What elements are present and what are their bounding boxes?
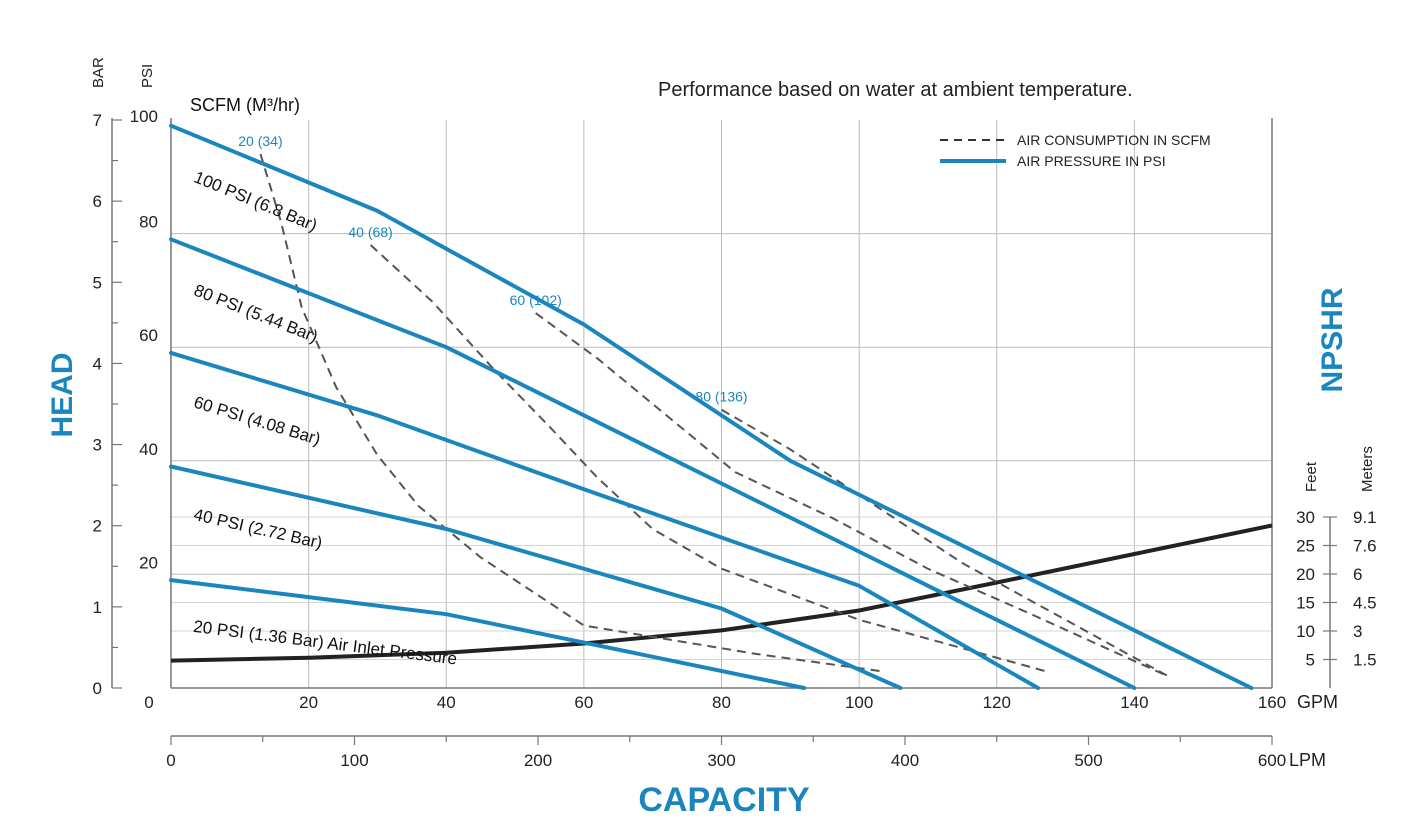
bar-tick-label: 2 [93,517,102,536]
feet-header: Feet [1303,461,1320,492]
scfm-curve [369,244,1046,672]
npshr-meter-label: 3 [1353,622,1362,641]
npshr-meter-label: 6 [1353,565,1362,584]
pressure-curve-label: 60 PSI (4.08 Bar) [192,393,323,449]
gpm-tick-label: 20 [299,693,318,712]
npshr-meter-label: 9.1 [1353,508,1377,527]
bar-header: BAR [90,57,107,88]
bar-tick-label: 6 [93,192,102,211]
bar-tick-label: 5 [93,273,102,292]
npshr-feet-label: 20 [1296,565,1315,584]
pressure-curve [169,237,1137,690]
gpm-tick-label: 140 [1120,693,1148,712]
lpm-tick-label: 300 [707,751,735,770]
legend-dashed-label: AIR CONSUMPTION IN SCFM [1017,132,1211,148]
bar-tick-label: 3 [93,436,102,455]
pressure-curve [169,464,903,690]
bar-tick-label: 1 [93,598,102,617]
plot-frame [170,118,1273,689]
gpm-tick-label: 160 [1258,693,1286,712]
lpm-tick-label: 200 [524,751,552,770]
gpm-tick-label: 60 [574,693,593,712]
pressure-curve [169,123,1254,690]
lpm-unit: LPM [1289,750,1326,770]
gpm-unit: GPM [1297,692,1338,712]
scfm-curve-label: 20 (34) [238,133,282,149]
npshr-feet-label: 5 [1306,651,1315,670]
meters-header: Meters [1359,446,1376,492]
npshr-layer [170,523,1273,663]
scfm-curve [721,408,1170,678]
gpm-tick-label: 100 [845,693,873,712]
scfm-curve [535,312,1170,678]
npshr-curve [170,523,1273,663]
lpm-tick-label: 500 [1074,751,1102,770]
scfm-curve-label: 40 (68) [348,224,392,240]
psi-tick-label: 100 [130,107,158,126]
bar-tick-label: 4 [93,354,102,373]
gpm-tick-label: 40 [437,693,456,712]
pressure-curve [169,350,1040,690]
psi-header: PSI [139,64,156,88]
gpm-tick-label: 80 [712,693,731,712]
gpm-tick-label: 120 [983,693,1011,712]
npshr-title: NPSHR [1316,287,1349,392]
lpm-tick-label: 0 [166,751,175,770]
lpm-tick-label: 600 [1258,751,1286,770]
npshr-feet-label: 10 [1296,622,1315,641]
psi-tick-label: 60 [139,326,158,345]
scfm-curve-label: 80 (136) [695,389,747,405]
scfm-header: SCFM (M³/hr) [190,95,300,115]
scfm-curve [259,153,880,672]
legend: AIR CONSUMPTION IN SCFM AIR PRESSURE IN … [940,132,1211,169]
pressure-curve [169,578,807,690]
npshr-meter-label: 4.5 [1353,594,1377,613]
psi-tick-label: 20 [139,553,158,572]
npshr-feet-label: 25 [1296,537,1315,556]
lpm-tick-label: 100 [340,751,368,770]
npshr-meter-label: 1.5 [1353,651,1377,670]
psi-tick-label: 80 [139,213,158,232]
psi-tick-label: 40 [139,440,158,459]
gpm-tick-label: 0 [144,693,153,712]
scfm-curves: 20 (34)40 (68)60 (102)80 (136) [238,133,1170,678]
y-axis-title: HEAD [46,352,79,437]
legend-solid-label: AIR PRESSURE IN PSI [1017,153,1166,169]
lpm-tick-label: 400 [891,751,919,770]
pressure-curves: 100 PSI (6.8 Bar)80 PSI (5.44 Bar)60 PSI… [169,123,1254,690]
npshr-meter-label: 7.6 [1353,537,1377,556]
chart-note: Performance based on water at ambient te… [658,79,1133,101]
bar-tick-label: 7 [93,111,102,130]
x-axis-title: CAPACITY [638,781,810,819]
npshr-feet-label: 30 [1296,508,1315,527]
bar-tick-label: 0 [93,679,102,698]
npshr-feet-label: 15 [1296,594,1315,613]
